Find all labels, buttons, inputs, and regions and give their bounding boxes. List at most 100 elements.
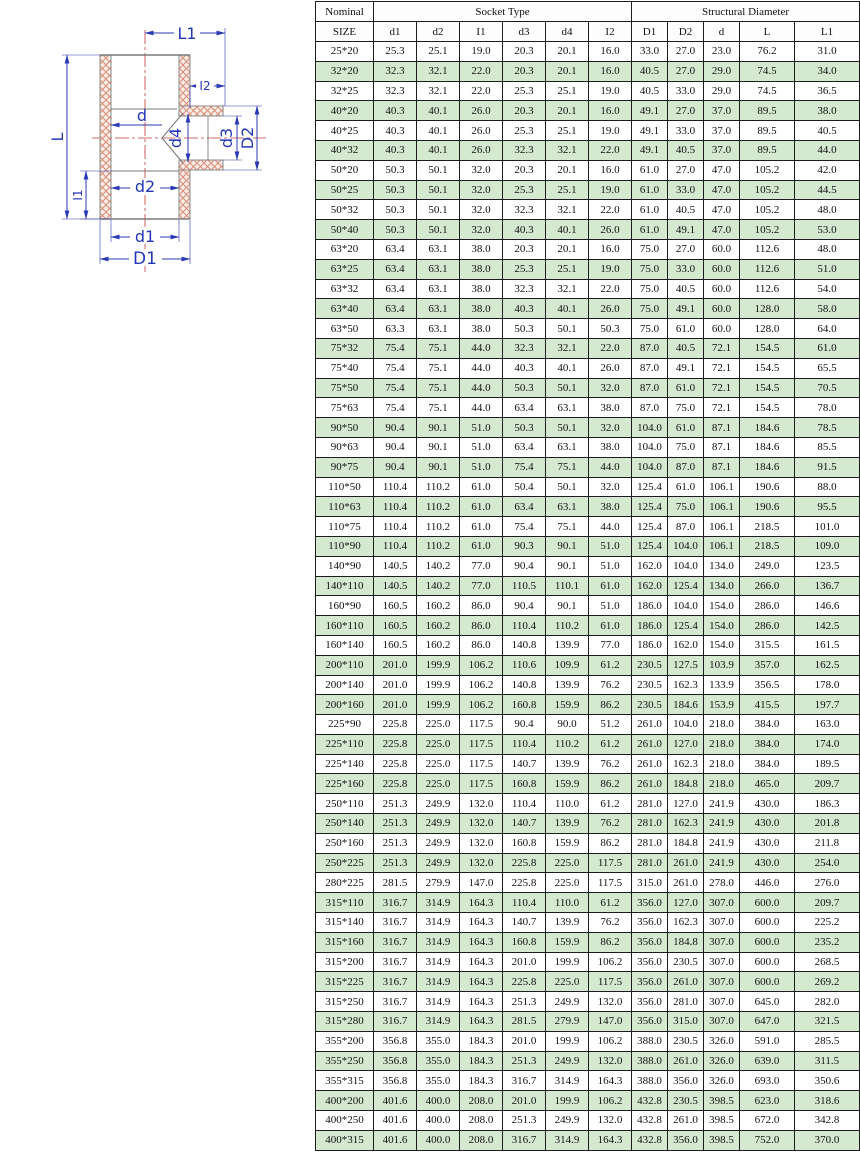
size-cell: 315*250 [315, 991, 374, 1013]
dim-label-L: L [50, 132, 67, 141]
size-cell: 63*25 [315, 258, 374, 280]
size-cell: 50*32 [315, 199, 374, 221]
value-cell: 37.0 [703, 139, 741, 161]
value-cell: 104.0 [631, 436, 669, 458]
value-cell: 60.0 [703, 318, 741, 339]
value-cell: 162.3 [667, 813, 705, 834]
value-cell: 32.3 [502, 278, 546, 300]
table-row: 225*90 225.8 225.0 117.5 90.4 90.0 51.2 261.0 10… [315, 714, 860, 735]
value-cell: 430.0 [739, 813, 796, 834]
value-cell: 40.1 [545, 357, 589, 379]
size-cell: 40*25 [315, 120, 374, 141]
value-cell: 281.0 [631, 813, 669, 834]
value-cell: 132.0 [459, 793, 503, 815]
size-cell: 200*110 [315, 654, 374, 676]
value-cell: 25.3 [502, 258, 546, 280]
value-cell: 314.9 [416, 991, 460, 1013]
table-row: 63*20 63.4 63.1 38.0 20.3 20.1 16.0 75.0 27.0 60.… [315, 238, 860, 260]
value-cell: 401.6 [373, 1110, 417, 1131]
value-cell: 189.5 [794, 753, 860, 775]
value-cell: 139.9 [545, 634, 589, 656]
value-cell: 307.0 [703, 951, 741, 973]
value-cell: 398.5 [703, 1090, 741, 1112]
value-cell: 285.5 [794, 1030, 860, 1052]
value-cell: 29.0 [703, 60, 741, 82]
value-cell: 314.9 [545, 1070, 589, 1092]
value-cell: 40.5 [667, 199, 705, 221]
value-cell: 162.3 [667, 753, 705, 775]
value-cell: 355.0 [416, 1030, 460, 1052]
value-cell: 74.5 [739, 80, 796, 102]
value-cell: 201.0 [373, 674, 417, 696]
value-cell: 400.0 [416, 1090, 460, 1112]
value-cell: 89.5 [739, 139, 796, 161]
value-cell: 63.4 [373, 298, 417, 320]
value-cell: 42.0 [794, 159, 860, 181]
value-cell: 201.0 [373, 654, 417, 676]
value-cell: 32.1 [545, 199, 589, 221]
value-cell: 61.0 [631, 219, 669, 240]
value-cell: 316.7 [373, 971, 417, 993]
value-cell: 22.0 [587, 199, 633, 221]
value-cell: 356.8 [373, 1070, 417, 1092]
value-cell: 51.0 [587, 555, 633, 577]
size-cell: 63*20 [315, 238, 374, 260]
value-cell: 693.0 [739, 1070, 796, 1092]
size-cell: 50*40 [315, 219, 374, 240]
value-cell: 74.5 [739, 60, 796, 82]
value-cell: 315.5 [739, 634, 796, 656]
value-cell: 110.5 [502, 575, 546, 597]
table-row: 225*160 225.8 225.0 117.5 160.8 159.9 86.2 261.… [315, 773, 860, 795]
value-cell: 140.5 [373, 555, 417, 577]
value-cell: 623.0 [739, 1090, 796, 1112]
value-cell: 164.3 [459, 892, 503, 914]
table-row: 75*40 75.4 75.1 44.0 40.3 40.1 26.0 87.0 49.1 72.… [315, 357, 860, 379]
value-cell: 139.9 [545, 753, 589, 775]
value-cell: 86.0 [459, 615, 503, 636]
value-cell: 316.7 [373, 912, 417, 933]
size-cell: 400*200 [315, 1090, 374, 1112]
value-cell: 60.0 [703, 238, 741, 260]
value-cell: 44.0 [794, 139, 860, 161]
value-cell: 316.7 [373, 951, 417, 973]
value-cell: 75.1 [416, 397, 460, 419]
value-cell: 154.5 [739, 377, 796, 399]
value-cell: 63.1 [545, 496, 589, 518]
value-cell: 75.0 [631, 258, 669, 280]
value-cell: 40.3 [373, 139, 417, 161]
size-cell: 250*140 [315, 813, 374, 834]
table-row: 75*50 75.4 75.1 44.0 50.3 50.1 32.0 87.0 61.0 72.… [315, 377, 860, 399]
value-cell: 281.0 [631, 832, 669, 854]
value-cell: 53.0 [794, 219, 860, 240]
value-cell: 20.3 [502, 60, 546, 82]
size-cell: 225*140 [315, 753, 374, 775]
value-cell: 350.6 [794, 1070, 860, 1092]
col-d4: d4 [545, 21, 589, 42]
value-cell: 139.9 [545, 813, 589, 834]
value-cell: 31.0 [794, 41, 860, 62]
value-cell: 356.8 [373, 1030, 417, 1052]
value-cell: 75.0 [631, 278, 669, 300]
value-cell: 63.1 [545, 397, 589, 419]
value-cell: 75.0 [631, 318, 669, 339]
value-cell: 286.0 [739, 615, 796, 636]
table-row: 250*160 251.3 249.9 132.0 160.8 159.9 86.2 281.… [315, 832, 860, 854]
value-cell: 251.3 [373, 793, 417, 815]
value-cell: 112.6 [739, 238, 796, 260]
value-cell: 645.0 [739, 991, 796, 1013]
value-cell: 63.4 [502, 496, 546, 518]
tee-diagram-svg: L1 I2 d d4 d3 D2 L I1 d2 d1 D1 [48, 24, 266, 272]
value-cell: 117.5 [587, 872, 633, 894]
value-cell: 321.5 [794, 1011, 860, 1032]
value-cell: 50.3 [373, 199, 417, 221]
value-cell: 48.0 [794, 199, 860, 221]
value-cell: 27.0 [667, 100, 705, 122]
value-cell: 72.1 [703, 397, 741, 419]
value-cell: 49.1 [631, 120, 669, 141]
table-row: 200*140 201.0 199.9 106.2 140.8 139.9 76.2 230.… [315, 674, 860, 696]
value-cell: 218.0 [703, 733, 741, 755]
value-cell: 225.0 [416, 733, 460, 755]
value-cell: 249.9 [545, 1050, 589, 1072]
dim-label-D1: D1 [133, 249, 157, 269]
value-cell: 201.0 [502, 1030, 546, 1052]
